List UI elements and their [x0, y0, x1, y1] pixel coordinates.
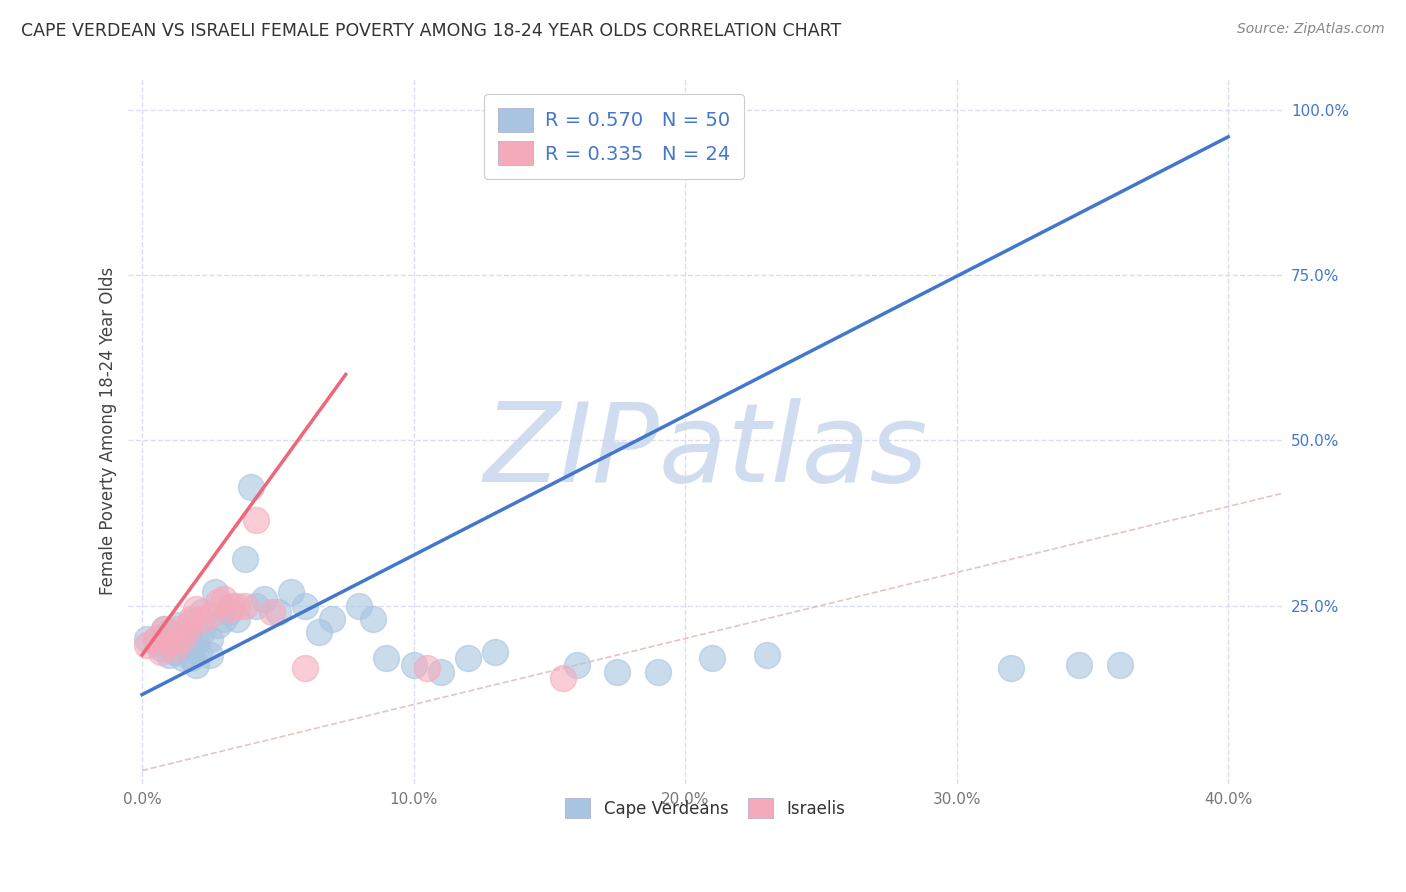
Point — [177, 632, 200, 646]
Point — [661, 110, 683, 124]
Point — [416, 661, 439, 675]
Text: Source: ZipAtlas.com: Source: ZipAtlas.com — [1237, 22, 1385, 37]
Point — [484, 645, 506, 659]
Point — [294, 661, 316, 675]
Point — [157, 624, 180, 639]
Point — [647, 665, 669, 679]
Point — [221, 599, 243, 613]
Point — [321, 612, 343, 626]
Point — [163, 645, 186, 659]
Point — [280, 585, 302, 599]
Point — [191, 605, 214, 619]
Point — [136, 632, 159, 646]
Point — [551, 671, 574, 685]
Point — [198, 648, 221, 662]
Point — [191, 624, 214, 639]
Point — [233, 552, 256, 566]
Point — [180, 651, 202, 665]
Point — [239, 480, 262, 494]
Point — [218, 605, 240, 619]
Point — [226, 612, 249, 626]
Point — [308, 624, 330, 639]
Point — [172, 651, 194, 665]
Point — [1000, 661, 1022, 675]
Point — [755, 648, 778, 662]
Point — [204, 585, 226, 599]
Point — [152, 622, 174, 636]
Point — [606, 665, 628, 679]
Point — [207, 618, 229, 632]
Point — [191, 612, 214, 626]
Point — [157, 648, 180, 662]
Point — [1108, 657, 1130, 672]
Point — [207, 595, 229, 609]
Point — [150, 645, 173, 659]
Point — [186, 657, 208, 672]
Point — [262, 605, 284, 619]
Y-axis label: Female Poverty Among 18-24 Year Olds: Female Poverty Among 18-24 Year Olds — [100, 267, 117, 595]
Point — [402, 657, 425, 672]
Point — [349, 599, 371, 613]
Point — [361, 612, 384, 626]
Text: ZIPatlas: ZIPatlas — [484, 398, 928, 505]
Point — [226, 599, 249, 613]
Point — [172, 632, 194, 646]
Point — [565, 657, 588, 672]
Point — [152, 622, 174, 636]
Point — [212, 591, 235, 606]
Point — [188, 645, 211, 659]
Point — [186, 602, 208, 616]
Point — [233, 599, 256, 613]
Point — [294, 599, 316, 613]
Point — [212, 612, 235, 626]
Point — [375, 651, 398, 665]
Point — [245, 599, 267, 613]
Point — [198, 632, 221, 646]
Point — [145, 635, 167, 649]
Point — [267, 605, 290, 619]
Point — [166, 622, 188, 636]
Point — [198, 608, 221, 623]
Point — [163, 641, 186, 656]
Point — [150, 641, 173, 656]
Point — [180, 615, 202, 629]
Point — [245, 513, 267, 527]
Point — [177, 622, 200, 636]
Point — [172, 638, 194, 652]
Point — [702, 651, 724, 665]
Point — [457, 651, 479, 665]
Point — [136, 638, 159, 652]
Point — [180, 612, 202, 626]
Point — [429, 665, 451, 679]
Point — [218, 602, 240, 616]
Point — [186, 635, 208, 649]
Point — [166, 618, 188, 632]
Point — [145, 632, 167, 646]
Text: CAPE VERDEAN VS ISRAELI FEMALE POVERTY AMONG 18-24 YEAR OLDS CORRELATION CHART: CAPE VERDEAN VS ISRAELI FEMALE POVERTY A… — [21, 22, 841, 40]
Legend: Cape Verdeans, Israelis: Cape Verdeans, Israelis — [558, 791, 852, 825]
Point — [157, 635, 180, 649]
Point — [253, 591, 276, 606]
Point — [1067, 657, 1090, 672]
